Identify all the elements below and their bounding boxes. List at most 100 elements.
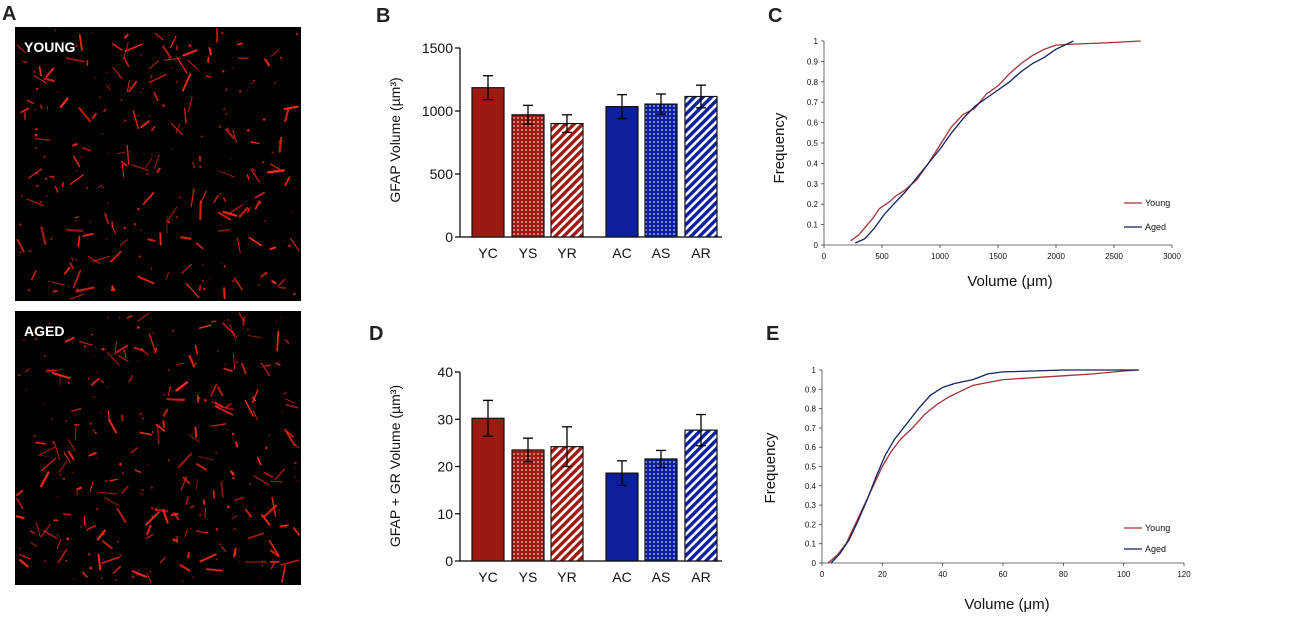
- vessel-speck: [204, 399, 207, 402]
- vessel-speck: [36, 184, 39, 187]
- vessel-speck: [181, 580, 184, 582]
- chart-c-x-tick-label: 500: [875, 252, 889, 261]
- vessel-speck: [274, 82, 277, 85]
- vessel-speck: [196, 530, 199, 533]
- vessel-speck: [258, 283, 261, 286]
- vessel-stroke: [15, 515, 25, 520]
- vessel-speck: [262, 161, 265, 164]
- vessel-stroke: [198, 284, 202, 291]
- vessel-speck: [175, 216, 178, 219]
- vessel-speck: [73, 445, 75, 447]
- vessel-speck: [260, 577, 262, 578]
- vessel-stroke: [124, 43, 143, 53]
- vessel-speck: [141, 488, 144, 492]
- vessel-speck: [137, 208, 140, 211]
- chart-c-xlabel: Volume (μm): [967, 273, 1052, 290]
- vessel-speck: [222, 108, 226, 111]
- vessel-stroke: [198, 155, 202, 162]
- vessel-speck: [35, 146, 38, 149]
- chart-c-y-tick-label: 1: [814, 37, 819, 46]
- vessel-stroke: [235, 441, 239, 448]
- chart-b-x-tick-label: YR: [557, 245, 576, 261]
- vessel-stroke: [137, 312, 150, 322]
- vessel-stroke: [156, 167, 161, 173]
- vessel-speck: [246, 328, 250, 331]
- vessel-speck: [59, 473, 62, 476]
- vessel-stroke: [247, 208, 250, 213]
- vessel-stroke: [91, 112, 97, 120]
- vessel-speck: [107, 317, 110, 319]
- panel-c-letter: C: [768, 5, 782, 27]
- vessel-speck: [179, 196, 181, 199]
- vessel-stroke: [293, 443, 300, 449]
- vessel-stroke: [22, 60, 28, 63]
- vessel-stroke: [140, 120, 150, 129]
- vessel-speck: [83, 345, 87, 348]
- chart-e-y-tick-label: 1: [812, 366, 817, 375]
- vessel-speck: [250, 98, 251, 100]
- vessel-speck: [88, 377, 90, 380]
- vessel-speck: [171, 329, 174, 332]
- vessel-speck: [45, 177, 48, 180]
- vessel-stroke: [34, 137, 51, 141]
- vessel-speck: [65, 420, 68, 422]
- vessel-speck: [105, 479, 108, 482]
- vessel-speck: [162, 65, 164, 67]
- vessel-speck: [280, 56, 283, 59]
- vessel-stroke: [89, 481, 94, 492]
- vessel-speck: [283, 239, 286, 241]
- vessel-stroke: [232, 129, 238, 143]
- vessel-stroke: [182, 49, 198, 57]
- vessel-speck: [41, 529, 43, 532]
- vessel-speck: [123, 226, 126, 230]
- chart-c-x-tick-label: 2500: [1105, 252, 1123, 261]
- vessel-stroke: [263, 472, 274, 478]
- vessel-stroke: [220, 481, 224, 498]
- chart-c-series-young: [850, 40, 1141, 242]
- vessel-speck: [168, 34, 170, 36]
- vessel-speck: [43, 155, 46, 159]
- vessel-stroke: [198, 324, 212, 329]
- vessel-stroke: [231, 515, 238, 520]
- vessel-stroke: [166, 206, 178, 223]
- vessel-stroke: [210, 383, 218, 397]
- vessel-speck: [151, 153, 153, 155]
- panel-e-letter: E: [766, 323, 779, 345]
- vessel-speck: [151, 515, 154, 518]
- vessel-speck: [258, 201, 262, 205]
- vessel-stroke: [58, 460, 68, 473]
- vessel-stroke: [189, 505, 195, 509]
- vessel-speck: [209, 277, 211, 279]
- vessel-speck: [41, 454, 44, 457]
- chart-e-y-tick-label: 0.9: [805, 385, 817, 394]
- vessel-stroke: [162, 508, 169, 524]
- chart-e-x-tick-label: 120: [1177, 570, 1191, 579]
- vessel-speck: [265, 446, 268, 450]
- vessel-speck: [34, 133, 38, 137]
- vessel-speck: [146, 173, 149, 176]
- vessel-stroke: [153, 92, 159, 101]
- vessel-stroke: [264, 58, 271, 67]
- vessel-speck: [291, 211, 293, 213]
- vessel-stroke: [186, 552, 191, 559]
- vessel-speck: [67, 381, 70, 384]
- vessel-stroke: [82, 571, 88, 578]
- vessel-stroke: [51, 372, 71, 380]
- vessel-speck: [33, 58, 35, 60]
- vessel-speck: [236, 361, 239, 364]
- vessel-stroke: [217, 211, 232, 221]
- vessel-speck: [120, 554, 122, 557]
- vessel-speck: [134, 113, 137, 116]
- chart-e-ylabel: Frequency: [762, 432, 779, 503]
- chart-c-legend-label-aged: Aged: [1145, 222, 1166, 232]
- vessel-stroke: [120, 161, 128, 167]
- vessel-speck: [293, 187, 295, 189]
- chart-b-y-tick-label: 1000: [422, 103, 453, 119]
- chart-d-bar-ac: [605, 472, 639, 562]
- vessel-speck: [142, 88, 144, 90]
- chart-c-cumulative-frequency: C Frequency Volume (μm) 0 0.1 0.2 0.3 0.4 0.5…: [768, 5, 1181, 290]
- vessel-stroke: [197, 531, 209, 534]
- vessel-stroke: [76, 490, 79, 496]
- vessel-speck: [45, 63, 47, 65]
- vessel-stroke: [205, 75, 212, 78]
